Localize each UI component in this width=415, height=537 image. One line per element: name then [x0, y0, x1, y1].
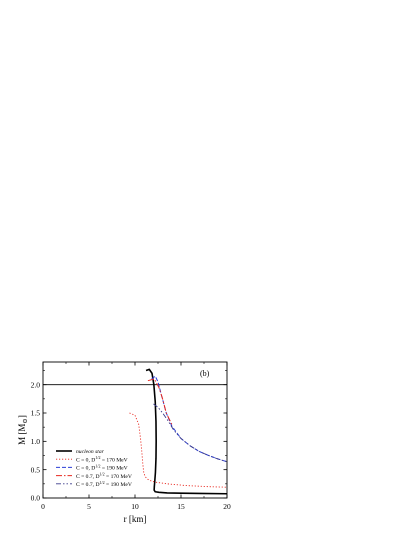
legend-label-text: C = 0.7, D [76, 482, 100, 488]
y-tick-label: 1.0 [31, 437, 41, 446]
plot-area: 0 5 10 15 20 0.0 0.5 1.0 1.5 2.0 r [km] M [M⊙] (b) n… [17, 361, 231, 524]
legend-label-text-end: = 170 MeV [105, 474, 132, 480]
axes-frame [42, 361, 228, 499]
x-tick-label: 15 [177, 502, 185, 511]
legend-label-text-end: = 190 MeV [105, 482, 132, 488]
panel-label: (b) [200, 369, 210, 378]
x-axis-label: r [km] [124, 514, 147, 524]
legend-label-1: C = 0, D1/2 = 170 MeV [76, 455, 128, 463]
legend-label-text: C = 0, D [76, 457, 95, 463]
y-axis-label: M [M⊙] [17, 415, 29, 445]
y-axis-label-main: M [M [17, 424, 27, 445]
legend-label-4: C = 0.7, D1/2 = 190 MeV [76, 480, 132, 488]
y-tick-label: 0.5 [31, 465, 41, 474]
legend-label-sup: 1/2 [100, 480, 105, 485]
y-tick-label: 2.0 [31, 380, 41, 389]
y-axis-label-end: ] [17, 415, 27, 418]
legend-label-sup: 1/2 [100, 472, 105, 477]
series-line-2 [151, 375, 227, 463]
legend-label-sup: 1/2 [95, 455, 100, 460]
x-tick-label: 5 [87, 502, 91, 511]
legend-label-0: nucleon star [76, 449, 105, 455]
series-line-0 [145, 368, 227, 495]
legend-label-text-end: = 170 MeV [100, 457, 127, 463]
y-tick-label: 0.0 [31, 494, 41, 503]
legend-label-text: C = 0, D [76, 466, 95, 472]
series-line-1 [129, 412, 227, 488]
legend-label-text: C = 0.7, D [76, 474, 100, 480]
chart-series [43, 368, 227, 495]
y-tick-label: 1.5 [31, 409, 41, 418]
legend-label-3: C = 0.7, D1/2 = 170 MeV [76, 472, 132, 480]
legend-label-sup: 1/2 [95, 463, 100, 468]
x-tick-label: 0 [41, 502, 45, 511]
series-line-3 [147, 378, 173, 425]
legend-label-2: C = 0, D1/2 = 190 MeV [76, 463, 128, 471]
axes: 0 5 10 15 20 0.0 0.5 1.0 1.5 2.0 r [km] M [M⊙] (b) [17, 361, 231, 524]
series-group [129, 368, 227, 495]
x-tick-label: 10 [131, 502, 139, 511]
legend-label-text-end: = 190 MeV [100, 466, 127, 472]
series-line-4 [153, 403, 227, 463]
x-tick-label: 20 [223, 502, 231, 511]
y-axis-label-sub: ⊙ [22, 418, 29, 423]
